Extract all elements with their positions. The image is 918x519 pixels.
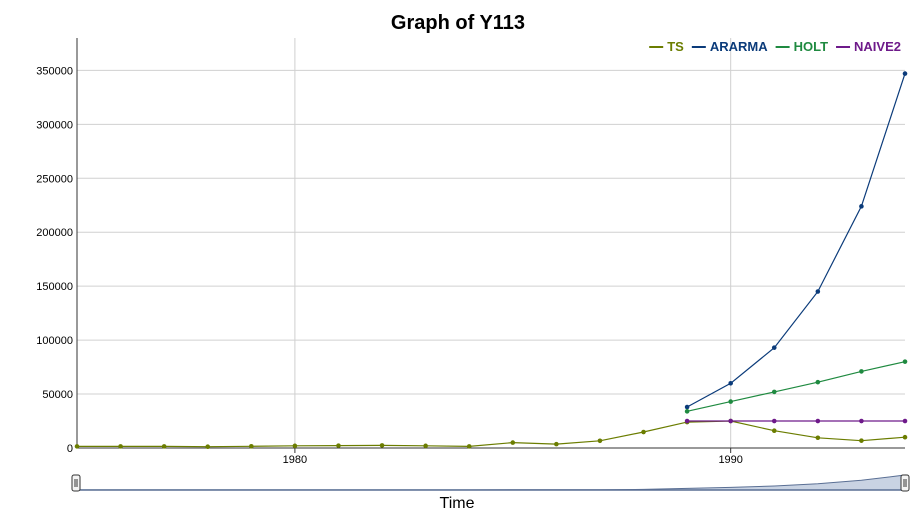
- data-point-ts[interactable]: [815, 435, 821, 441]
- navigator-left-handle[interactable]: [71, 474, 81, 492]
- handle-grip: [900, 474, 910, 492]
- data-point-holt[interactable]: [859, 369, 864, 374]
- data-point-naive2[interactable]: [771, 418, 777, 424]
- data-point-naive2[interactable]: [859, 418, 864, 424]
- y-tick-label: 200000: [36, 227, 73, 239]
- data-point-naive2[interactable]: [684, 418, 690, 424]
- data-point-holt[interactable]: [771, 389, 777, 395]
- data-point-ts[interactable]: [161, 444, 167, 449]
- y-tick-label: 50000: [42, 389, 73, 401]
- data-point-ts[interactable]: [379, 443, 385, 448]
- data-point-ts[interactable]: [771, 428, 777, 434]
- data-point-ararma[interactable]: [684, 404, 690, 410]
- legend-item-holt[interactable]: HOLT: [775, 39, 828, 54]
- series-ararma: [684, 71, 908, 410]
- data-point-holt[interactable]: [815, 379, 821, 385]
- data-point-ts[interactable]: [510, 440, 516, 445]
- data-point-ts[interactable]: [859, 438, 864, 443]
- series-line-ts: [77, 420, 906, 448]
- navigator-area: [76, 474, 906, 491]
- data-point-ts[interactable]: [74, 444, 80, 449]
- series-ts: [74, 418, 908, 450]
- legend-item-ararma[interactable]: ARARMA: [691, 39, 768, 54]
- y-tick-label: 150000: [36, 281, 73, 293]
- y-tick-label: 0: [67, 443, 73, 455]
- series-line-ararma: [686, 73, 906, 408]
- legend-label: TS: [667, 39, 684, 54]
- data-point-holt[interactable]: [728, 399, 733, 404]
- data-point-ts[interactable]: [902, 434, 908, 440]
- x-tick-label: 1980: [283, 454, 307, 466]
- series-line-holt: [686, 361, 906, 412]
- axes: 0 50000 100000 150000 200000 250000 300000 3500…: [36, 38, 905, 466]
- data-point-ararma[interactable]: [771, 345, 777, 350]
- x-axis-label: Time: [440, 495, 475, 512]
- y-tick-label: 300000: [36, 119, 73, 131]
- series-holt: [684, 359, 908, 414]
- range-navigator[interactable]: [71, 474, 910, 492]
- legend-item-ts[interactable]: TS: [649, 39, 684, 54]
- data-point-ararma[interactable]: [728, 380, 733, 386]
- data-point-naive2[interactable]: [728, 418, 733, 424]
- data-point-ararma[interactable]: [902, 71, 908, 76]
- chart-title: Graph of Y113: [391, 12, 525, 34]
- y-tick-label: 350000: [36, 65, 73, 77]
- data-point-naive2[interactable]: [815, 418, 821, 424]
- legend-label: ARARMA: [710, 39, 768, 54]
- data-point-ts[interactable]: [292, 443, 298, 449]
- data-point-ararma[interactable]: [815, 289, 821, 294]
- data-point-ts[interactable]: [641, 429, 646, 435]
- data-point-ararma[interactable]: [859, 204, 864, 209]
- data-point-ts[interactable]: [205, 444, 211, 450]
- handle-grip: [71, 474, 81, 492]
- data-point-ts[interactable]: [336, 443, 341, 448]
- legend: TS ARARMA HOLT NAIVE2: [649, 39, 901, 54]
- legend-label: NAIVE2: [854, 39, 901, 54]
- data-point-ts[interactable]: [554, 441, 559, 447]
- data-point-ts[interactable]: [466, 444, 472, 449]
- navigator-right-handle[interactable]: [900, 474, 910, 492]
- data-point-ts[interactable]: [249, 443, 254, 449]
- series-naive2: [684, 418, 908, 424]
- data-point-ts[interactable]: [597, 438, 603, 444]
- y-tick-label: 250000: [36, 173, 73, 185]
- legend-item-naive2[interactable]: NAIVE2: [836, 39, 901, 54]
- y-tick-label: 100000: [36, 335, 73, 347]
- data-point-ts[interactable]: [423, 443, 428, 449]
- grid: [77, 38, 905, 448]
- data-point-ts[interactable]: [118, 444, 123, 449]
- data-point-holt[interactable]: [684, 409, 690, 414]
- data-point-holt[interactable]: [902, 359, 908, 364]
- legend-label: HOLT: [794, 39, 828, 54]
- x-tick-label: 1990: [718, 454, 742, 466]
- series-layer: [74, 71, 908, 450]
- data-point-naive2[interactable]: [902, 418, 908, 424]
